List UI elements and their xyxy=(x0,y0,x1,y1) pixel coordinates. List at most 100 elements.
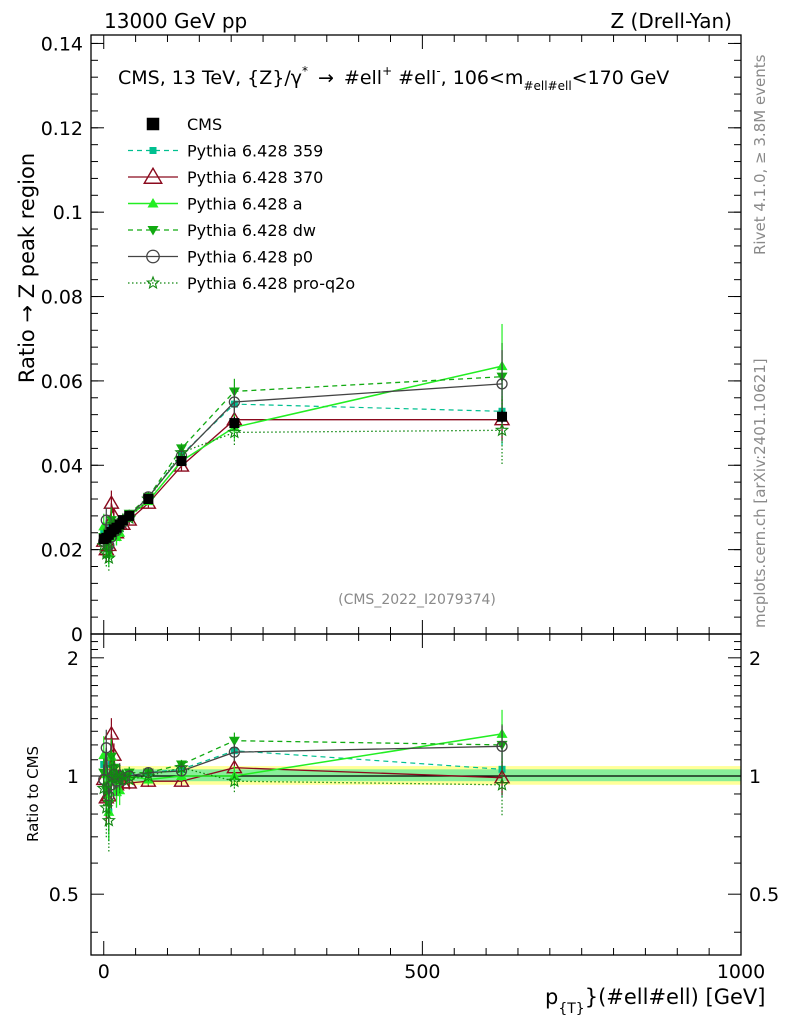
xlabel-sub: {T} xyxy=(558,1001,584,1017)
series-line-p370 xyxy=(103,419,502,552)
legend-marker-p0 xyxy=(146,249,160,264)
ratio-point-p0 xyxy=(496,740,508,752)
title-tail: <170 GeV xyxy=(572,67,670,89)
point-cms xyxy=(143,494,154,505)
legend-marker-p359 xyxy=(149,147,157,154)
series-line-pq2o xyxy=(103,429,503,561)
title-arrow: → xyxy=(318,67,334,89)
ratio-point-pq2o xyxy=(141,768,156,783)
ratio-point-dw xyxy=(228,736,240,747)
title-sup2: + xyxy=(382,64,392,78)
ratio-point-p0 xyxy=(100,742,112,754)
x-axis-label: p{T}}(#ell#ell) [GeV] xyxy=(545,985,765,1017)
ratio-frame xyxy=(90,633,742,956)
title-main: CMS, 13 TeV, {Z}/γ xyxy=(118,67,302,89)
main-ytick-label: 0.02 xyxy=(41,540,83,562)
series-pq2o xyxy=(96,396,510,571)
ratio-point-pq2o xyxy=(174,760,189,774)
main-ytick-label: 0.04 xyxy=(41,455,83,477)
series-p359 xyxy=(100,377,506,567)
ratio-point-pq2o xyxy=(96,780,111,795)
series-line-p0 xyxy=(103,383,503,546)
legend-label-dw: Pythia 6.428 dw xyxy=(187,221,316,240)
ratio-ytick-label: 1 xyxy=(67,766,79,788)
xtick-label: 0 xyxy=(98,961,110,983)
ratio-point-p0 xyxy=(175,765,188,777)
header-right: Z (Drell-Yan) xyxy=(610,9,732,33)
series-a xyxy=(98,323,508,567)
title-sup1: * xyxy=(302,64,308,78)
ratio-ytick-label-right: 0.5 xyxy=(749,884,779,906)
main-series xyxy=(95,323,511,571)
title-ell2: #ell xyxy=(398,67,436,89)
point-dw xyxy=(175,444,187,454)
legend-label-pq2o: Pythia 6.428 pro-q2o xyxy=(187,274,355,293)
ratio-point-pq2o xyxy=(99,800,114,814)
plot-title: CMS, 13 TeV, {Z}/γ* → #ell+ #ell-, 106<m#el… xyxy=(118,64,669,93)
main-ticks xyxy=(91,35,742,635)
main-ytick-label: 0.14 xyxy=(41,33,83,55)
xtick-label: 500 xyxy=(404,961,440,983)
point-cms xyxy=(497,411,508,422)
main-ylabel: Ratio → Z peak region xyxy=(15,153,39,383)
point-cms xyxy=(229,418,240,429)
ratio-series-p359 xyxy=(100,742,506,842)
ratio-point-p370 xyxy=(121,774,138,789)
main-panel: 0 0.02 0.04 0.06 0.08 0.1 0.12 0.14 Ratio → Z p… xyxy=(15,33,742,646)
xtick-label: 1000 xyxy=(717,961,765,983)
analysis-watermark: (CMS_2022_I2079374) xyxy=(338,592,496,608)
series-p370 xyxy=(95,398,511,563)
ratio-ytick-label-right: 2 xyxy=(749,648,761,670)
point-p0 xyxy=(496,378,508,390)
point-pq2o xyxy=(227,424,242,439)
ratio-point-p0 xyxy=(103,790,115,802)
ratio-point-pq2o xyxy=(115,768,131,783)
rivet-label: Rivet 4.1.0, ≥ 3.8M events xyxy=(751,54,769,255)
ratio-panel: 0.5 0.5 1 1 2 2 Ratio to CMS 0 500 1000 p{T}}(#… xyxy=(24,633,779,1017)
legend-marker-cms xyxy=(146,117,160,131)
legend-label-p0: Pythia 6.428 p0 xyxy=(187,248,313,267)
ratio-point-pq2o xyxy=(122,772,137,786)
point-p0 xyxy=(228,396,241,408)
ratio-series-pq2o xyxy=(96,755,510,852)
ratio-ytick-labels: 0.5 0.5 1 1 2 2 xyxy=(49,648,779,906)
main-ytick-labels: 0 0.02 0.04 0.06 0.08 0.1 0.12 0.14 xyxy=(41,33,83,646)
legend-label-p370: Pythia 6.428 370 xyxy=(187,168,323,187)
title-sub: #ell#ell xyxy=(523,79,571,93)
series-p0 xyxy=(98,350,508,559)
ratio-ytick-label: 0.5 xyxy=(49,884,79,906)
point-pq2o xyxy=(174,445,189,459)
series-dw xyxy=(98,342,508,563)
main-ytick-label: 0.08 xyxy=(41,287,83,309)
ratio-point-p370 xyxy=(173,772,190,787)
ratio-point-pq2o xyxy=(104,770,119,784)
point-cms xyxy=(176,456,187,467)
legend-marker-dw xyxy=(147,226,159,236)
ratio-point-pq2o xyxy=(494,777,510,791)
title-mid: , 106<m xyxy=(441,67,524,89)
xtick-labels: 0 500 1000 xyxy=(98,961,765,983)
xlabel-rest: }(#ell#ell) [GeV] xyxy=(585,985,766,1009)
point-pq2o xyxy=(494,422,510,437)
point-cms xyxy=(124,510,135,521)
legend: CMS Pythia 6.428 359 Pythia 6.428 370 Pythi… xyxy=(128,115,355,293)
ratio-ytick-label-right: 1 xyxy=(749,766,761,788)
legend-marker-a xyxy=(147,198,159,208)
main-ytick-label: 0.1 xyxy=(53,202,83,224)
main-ytick-label: 0 xyxy=(71,624,83,646)
series-line-dw xyxy=(103,376,503,552)
header-left: 13000 GeV pp xyxy=(104,9,247,33)
ratio-ylabel: Ratio to CMS xyxy=(24,746,42,842)
series-cms xyxy=(98,410,508,545)
legend-marker-p370 xyxy=(143,166,163,184)
point-pq2o xyxy=(101,550,116,565)
main-ytick-label: 0.12 xyxy=(41,118,83,140)
main-ytick-label: 0.06 xyxy=(41,371,83,393)
ratio-point-pq2o xyxy=(101,813,116,827)
ratio-series xyxy=(95,709,511,852)
ratio-point-pq2o xyxy=(227,773,242,788)
ratio-point-p0 xyxy=(228,746,241,758)
series-line-a xyxy=(102,365,503,555)
ratio-point-dw xyxy=(105,752,117,763)
